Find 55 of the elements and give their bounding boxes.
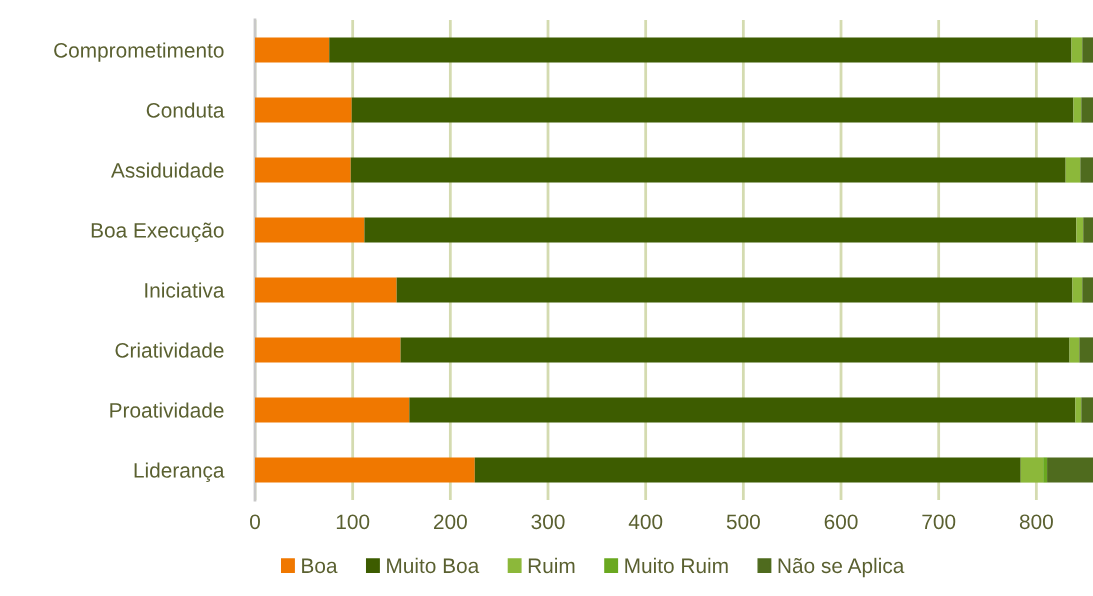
x-tick-label: 700 xyxy=(922,514,956,530)
bar xyxy=(255,277,397,303)
bar xyxy=(255,217,365,243)
bar xyxy=(1075,397,1082,423)
x-tick-label: 0 xyxy=(250,514,260,530)
bar xyxy=(255,457,475,483)
bar xyxy=(255,157,351,183)
y-tick-label: Conduta xyxy=(146,102,225,118)
bar xyxy=(1069,337,1080,363)
x-tick-label: 200 xyxy=(434,514,467,530)
bar xyxy=(1082,277,1093,303)
bar xyxy=(329,37,1072,63)
bar xyxy=(1065,157,1081,183)
legend-label: Muito Ruim xyxy=(625,557,728,574)
bar xyxy=(1081,397,1093,423)
legend-label: Muito Boa xyxy=(387,557,480,574)
y-tick-label: Assiduidade xyxy=(110,162,224,178)
legend-label: Ruim xyxy=(528,557,575,574)
y-tick-label: Comprometimento xyxy=(54,42,224,62)
x-tick-label: 500 xyxy=(726,514,760,530)
bar xyxy=(1020,457,1044,483)
bar xyxy=(1071,37,1083,63)
x-tick-label: 400 xyxy=(628,514,663,530)
bar xyxy=(1076,217,1084,243)
bar xyxy=(1043,457,1048,483)
legend-label: Não se Aplica xyxy=(778,557,905,578)
y-tick-label: Criatividade xyxy=(115,342,224,358)
bar xyxy=(364,217,1077,243)
bar xyxy=(255,397,410,423)
x-tick-label: 300 xyxy=(531,514,565,530)
x-tick-label: 100 xyxy=(336,514,370,530)
bar xyxy=(396,277,1073,303)
bar xyxy=(255,37,330,63)
x-tick-label: 800 xyxy=(1019,514,1053,530)
bar xyxy=(1081,97,1093,123)
bar xyxy=(1079,337,1093,363)
bar xyxy=(1083,217,1093,243)
y-tick-label: Iniciativa xyxy=(145,282,225,298)
bar xyxy=(1072,277,1083,303)
bar xyxy=(351,97,1074,123)
bar xyxy=(1047,457,1093,483)
bar xyxy=(255,337,401,363)
bar xyxy=(1080,157,1093,183)
y-tick-label: Liderança xyxy=(134,462,225,482)
bar xyxy=(350,157,1066,183)
bar xyxy=(255,97,352,123)
y-tick-label: Boa Execução xyxy=(91,222,224,242)
x-tick-label: 600 xyxy=(824,514,858,530)
bar xyxy=(409,397,1076,423)
bar xyxy=(1073,97,1082,123)
bar xyxy=(1082,37,1093,63)
bar xyxy=(400,337,1070,363)
y-tick-label: Proatividade xyxy=(110,402,224,418)
legend-label: Boa xyxy=(302,558,338,574)
bar xyxy=(474,457,1021,483)
